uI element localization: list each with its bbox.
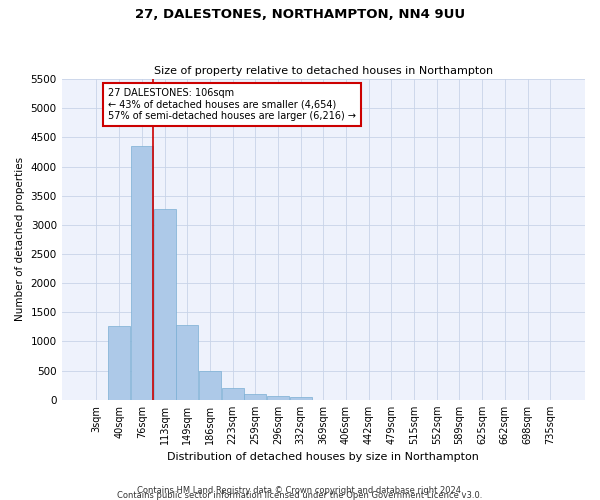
Bar [108,326,130,400]
Bar [131,146,153,400]
Title: Size of property relative to detached houses in Northampton: Size of property relative to detached ho… [154,66,493,76]
Y-axis label: Number of detached properties: Number of detached properties [15,158,25,322]
Bar [290,397,311,400]
Bar [199,371,221,400]
Bar [154,208,176,400]
Bar [267,396,289,400]
Bar [221,388,244,400]
Bar [176,325,198,400]
Text: 27, DALESTONES, NORTHAMPTON, NN4 9UU: 27, DALESTONES, NORTHAMPTON, NN4 9UU [135,8,465,20]
Bar [244,394,266,400]
X-axis label: Distribution of detached houses by size in Northampton: Distribution of detached houses by size … [167,452,479,462]
Text: Contains public sector information licensed under the Open Government Licence v3: Contains public sector information licen… [118,491,482,500]
Text: Contains HM Land Registry data © Crown copyright and database right 2024.: Contains HM Land Registry data © Crown c… [137,486,463,495]
Text: 27 DALESTONES: 106sqm
← 43% of detached houses are smaller (4,654)
57% of semi-d: 27 DALESTONES: 106sqm ← 43% of detached … [108,88,356,121]
